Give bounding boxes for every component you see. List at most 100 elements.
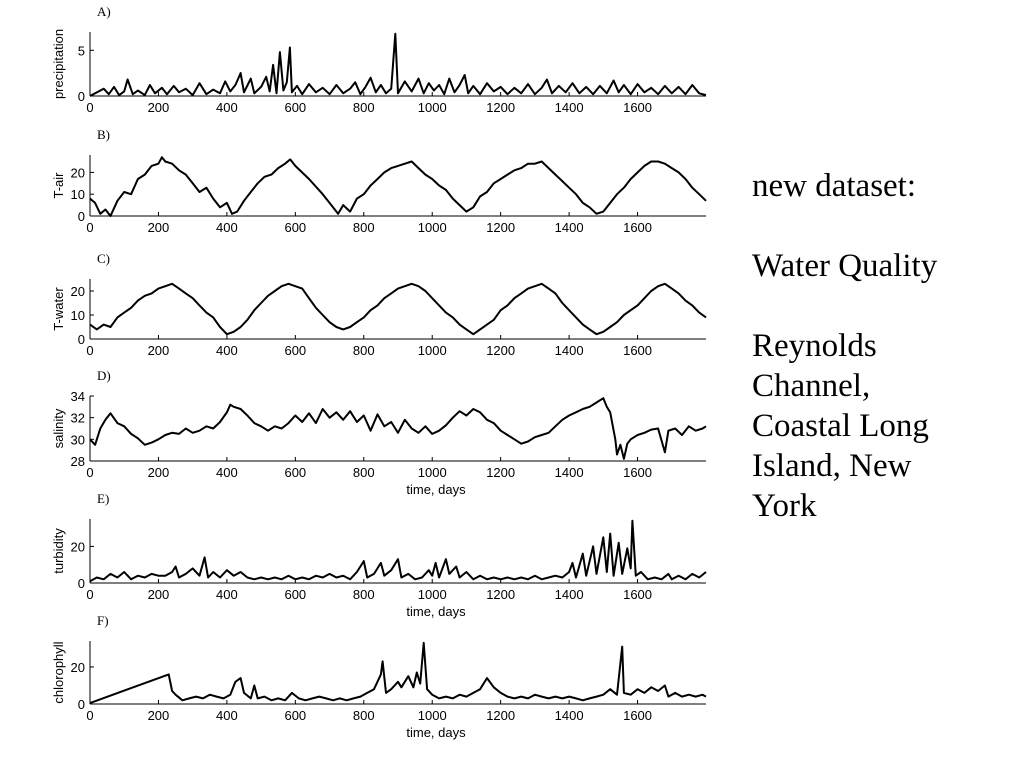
x-tick-label: 1000 [418,220,447,235]
x-tick-label: 800 [353,343,375,358]
x-tick-label: 1200 [486,343,515,358]
x-tick-label: 400 [216,100,238,115]
dataset-description: new dataset: Water Quality Reynolds Chan… [752,166,1014,526]
x-tick-label: 0 [86,587,93,602]
series-line-1 [89,282,707,336]
y-tick-label: 0 [78,89,85,104]
chart-panel-2: 0 200 400 600 800 1000 1200 1400 1600 0 10 20 T-air B… [51,127,707,235]
y-tick-label: 0 [78,332,85,347]
x-tick-label: 1400 [555,100,584,115]
description-line-5: Coastal Long [752,408,929,444]
x-tick-label: 800 [353,587,375,602]
x-tick-label: 1000 [418,465,447,480]
x-tick-label: 600 [284,708,306,723]
series-line-1 [89,397,707,460]
x-tick-label: 1000 [418,343,447,358]
y-axis-label: turbidity [51,528,66,574]
x-tick-label: 200 [148,100,170,115]
x-tick-label: 600 [284,587,306,602]
x-tick-label: 1400 [555,465,584,480]
x-tick-label: 1200 [486,587,515,602]
x-tick-label: 1400 [555,343,584,358]
panel-label: B) [97,127,110,142]
x-tick-label: 1400 [555,587,584,602]
panel-label: F) [97,613,109,628]
x-tick-label: 1200 [486,220,515,235]
x-tick-label: 1200 [486,465,515,480]
x-axis-label: time, days [406,725,466,740]
y-tick-label: 32 [71,411,85,426]
y-tick-label: 20 [71,165,85,180]
x-tick-label: 0 [86,100,93,115]
x-tick-label: 400 [216,465,238,480]
x-tick-label: 1600 [623,587,652,602]
description-line-4: Channel, [752,368,871,404]
chart-panel-3: 0 200 400 600 800 1000 1200 1400 1600 0 10 20 T-wate… [51,251,707,358]
x-tick-label: 600 [284,100,306,115]
description-line-6: Island, New [752,448,912,484]
x-tick-label: 1000 [418,708,447,723]
x-tick-label: 200 [148,708,170,723]
panel-label: C) [97,251,110,266]
x-tick-label: 400 [216,343,238,358]
y-tick-label: 30 [71,432,85,447]
x-tick-label: 0 [86,220,93,235]
x-tick-label: 600 [284,465,306,480]
stacked-time-series-charts: 0 200 400 600 800 1000 1200 1400 160005precipita… [51,4,707,740]
chart-panel-6: 0 200 400 600 800 1000 1200 1400 1600 0 20 chloroph… [51,613,707,740]
y-tick-label: 0 [78,209,85,224]
y-tick-label: 20 [71,539,85,554]
y-tick-label: 28 [71,454,85,469]
chart-panel-4: 0 200 400 600 800 1000 1200 1400 1600 28 30 32 34 sal… [51,368,707,497]
x-tick-label: 1600 [623,220,652,235]
x-tick-label: 200 [148,465,170,480]
description-line-2: Water Quality [752,248,938,284]
series-line-1 [89,519,707,583]
y-tick-label: 0 [78,576,85,591]
x-tick-label: 600 [284,343,306,358]
chart-panel-1: 0 200 400 600 800 1000 1200 1400 1600 0 5 precipita… [51,4,707,115]
y-tick-label: 0 [78,697,85,712]
panel-label: E) [97,491,109,506]
series-line-1 [89,156,707,217]
y-tick-label: 20 [71,660,85,675]
x-tick-label: 1600 [623,708,652,723]
x-tick-label: 0 [86,465,93,480]
y-axis-label: chlorophyll [51,641,66,703]
x-tick-label: 200 [148,343,170,358]
x-tick-label: 800 [353,100,375,115]
x-tick-label: 400 [216,587,238,602]
series-line-1 [89,641,707,705]
x-axis-label: time, days [406,604,466,619]
x-tick-label: 200 [148,587,170,602]
x-tick-label: 800 [353,708,375,723]
x-tick-label: 1400 [555,220,584,235]
description-line-3: Reynolds [752,328,877,364]
y-tick-label: 10 [71,308,85,323]
y-tick-label: 34 [71,389,85,404]
x-tick-label: 1000 [418,587,447,602]
x-tick-label: 0 [86,708,93,723]
y-axis-label: salinity [51,408,66,448]
x-tick-label: 1600 [623,100,652,115]
y-axis-label: T-air [51,172,66,199]
y-axis-label: T-water [51,287,66,331]
x-tick-label: 1000 [418,100,447,115]
chart-panel-5: 0 200 400 600 800 1000 1200 1400 1600 0 20 turbidit… [51,491,707,619]
y-axis-label: precipitation [51,29,66,99]
x-tick-label: 1600 [623,465,652,480]
x-tick-label: 200 [148,220,170,235]
x-tick-label: 1200 [486,708,515,723]
x-tick-label: 800 [353,465,375,480]
y-tick-label: 10 [71,187,85,202]
x-tick-label: 400 [216,708,238,723]
x-tick-label: 1200 [486,100,515,115]
x-tick-label: 800 [353,220,375,235]
x-tick-label: 600 [284,220,306,235]
series-line-1 [89,32,707,97]
description-line-1: new dataset: [752,168,917,204]
y-tick-label: 20 [71,284,85,299]
x-tick-label: 0 [86,343,93,358]
y-tick-label: 5 [78,43,85,58]
panel-label: A) [97,4,111,19]
